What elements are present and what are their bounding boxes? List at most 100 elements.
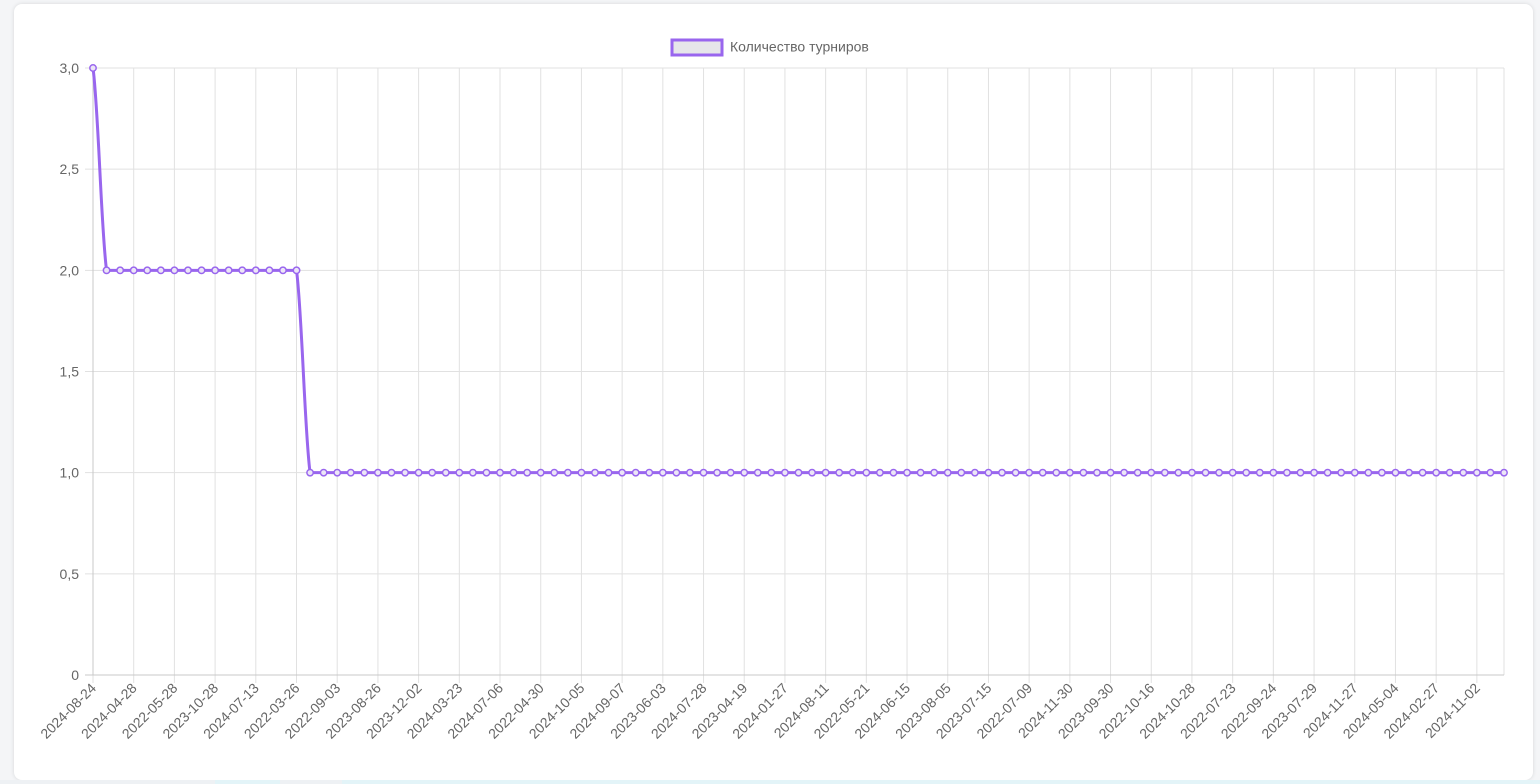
data-point[interactable] [1364,468,1373,477]
data-point[interactable] [401,468,409,477]
data-point[interactable] [1310,468,1319,477]
data-point[interactable] [1445,468,1454,477]
data-point[interactable] [306,468,315,477]
data-point[interactable] [618,468,627,477]
data-point[interactable] [1038,468,1047,477]
data-point[interactable] [468,468,477,477]
data-point[interactable] [1405,468,1413,477]
data-point[interactable] [1228,468,1237,477]
data-point[interactable] [1337,468,1346,477]
legend-swatch[interactable] [670,38,724,57]
data-point[interactable] [1500,468,1508,477]
data-point[interactable] [1255,468,1264,477]
data-point[interactable] [211,266,220,275]
data-point[interactable] [89,64,97,72]
data-point[interactable] [740,468,749,477]
data-point[interactable] [591,468,599,477]
data-point[interactable] [903,468,911,477]
data-point[interactable] [1079,468,1088,477]
data-point[interactable] [821,468,830,477]
data-point[interactable] [1486,468,1495,477]
data-point[interactable] [102,266,111,275]
data-point[interactable] [916,468,925,477]
data-point[interactable] [1025,468,1034,477]
data-point[interactable] [875,468,884,477]
data-point[interactable] [1188,468,1196,477]
data-point[interactable] [753,468,762,477]
data-point[interactable] [686,468,694,477]
data-point[interactable] [1133,468,1142,477]
data-point[interactable] [713,468,722,477]
data-point[interactable] [523,468,532,477]
data-point[interactable] [333,468,342,477]
data-point[interactable] [414,468,423,477]
data-point[interactable] [496,468,504,477]
data-point[interactable] [536,468,545,477]
data-point[interactable] [455,468,464,477]
data-point[interactable] [1201,468,1210,477]
data-point[interactable] [631,468,640,477]
data-point[interactable] [1432,468,1441,477]
data-point[interactable] [1391,468,1400,477]
data-point[interactable] [780,468,789,477]
data-point[interactable] [184,266,192,275]
data-point[interactable] [251,266,260,275]
data-point[interactable] [238,266,247,275]
data-point[interactable] [441,468,450,477]
data-point[interactable] [170,266,179,275]
data-point[interactable] [658,468,667,477]
data-point[interactable] [1147,468,1156,477]
data-point[interactable] [292,266,301,275]
data-point[interactable] [726,468,735,477]
data-point[interactable] [604,468,613,477]
data-point[interactable] [984,468,993,477]
data-point[interactable] [224,266,233,275]
data-point[interactable] [1011,468,1020,477]
data-point[interactable] [319,468,328,477]
data-point[interactable] [889,468,898,477]
data-point[interactable] [998,468,1006,477]
data-point[interactable] [1215,468,1224,477]
data-point[interactable] [672,468,681,477]
data-point[interactable] [1323,468,1332,477]
data-point[interactable] [143,266,152,275]
data-point[interactable] [1174,468,1183,477]
data-point[interactable] [1120,468,1129,477]
data-point[interactable] [1472,468,1481,477]
data-point[interactable] [943,468,952,477]
data-point[interactable] [360,468,369,477]
legend-label[interactable]: Количество турниров [730,39,869,55]
data-point[interactable] [862,468,871,477]
data-point[interactable] [1282,468,1291,477]
data-point[interactable] [550,468,559,477]
data-point[interactable] [387,468,396,477]
data-point[interactable] [1242,468,1251,477]
data-point[interactable] [848,468,857,477]
data-point[interactable] [767,468,776,477]
data-point[interactable] [1093,468,1101,477]
data-point[interactable] [794,468,803,477]
data-point[interactable] [808,468,817,477]
data-point[interactable] [970,468,979,477]
data-point[interactable] [278,266,287,275]
data-point[interactable] [699,468,708,477]
data-point[interactable] [930,468,939,477]
data-point[interactable] [957,468,966,477]
data-point[interactable] [265,266,274,275]
data-point[interactable] [1106,468,1115,477]
data-point[interactable] [835,468,844,477]
legend[interactable]: Количество турниров [670,38,869,57]
data-point[interactable] [156,266,165,275]
data-point[interactable] [645,468,654,477]
data-point[interactable] [129,266,138,275]
data-point[interactable] [1269,468,1278,477]
data-point[interactable] [1296,468,1305,477]
data-point[interactable] [482,468,491,477]
data-point[interactable] [373,468,382,477]
data-point[interactable] [563,468,572,477]
data-point[interactable] [1418,468,1427,477]
data-point[interactable] [428,468,437,477]
data-point[interactable] [1160,468,1169,477]
data-point[interactable] [1459,468,1468,477]
data-point[interactable] [577,468,586,477]
